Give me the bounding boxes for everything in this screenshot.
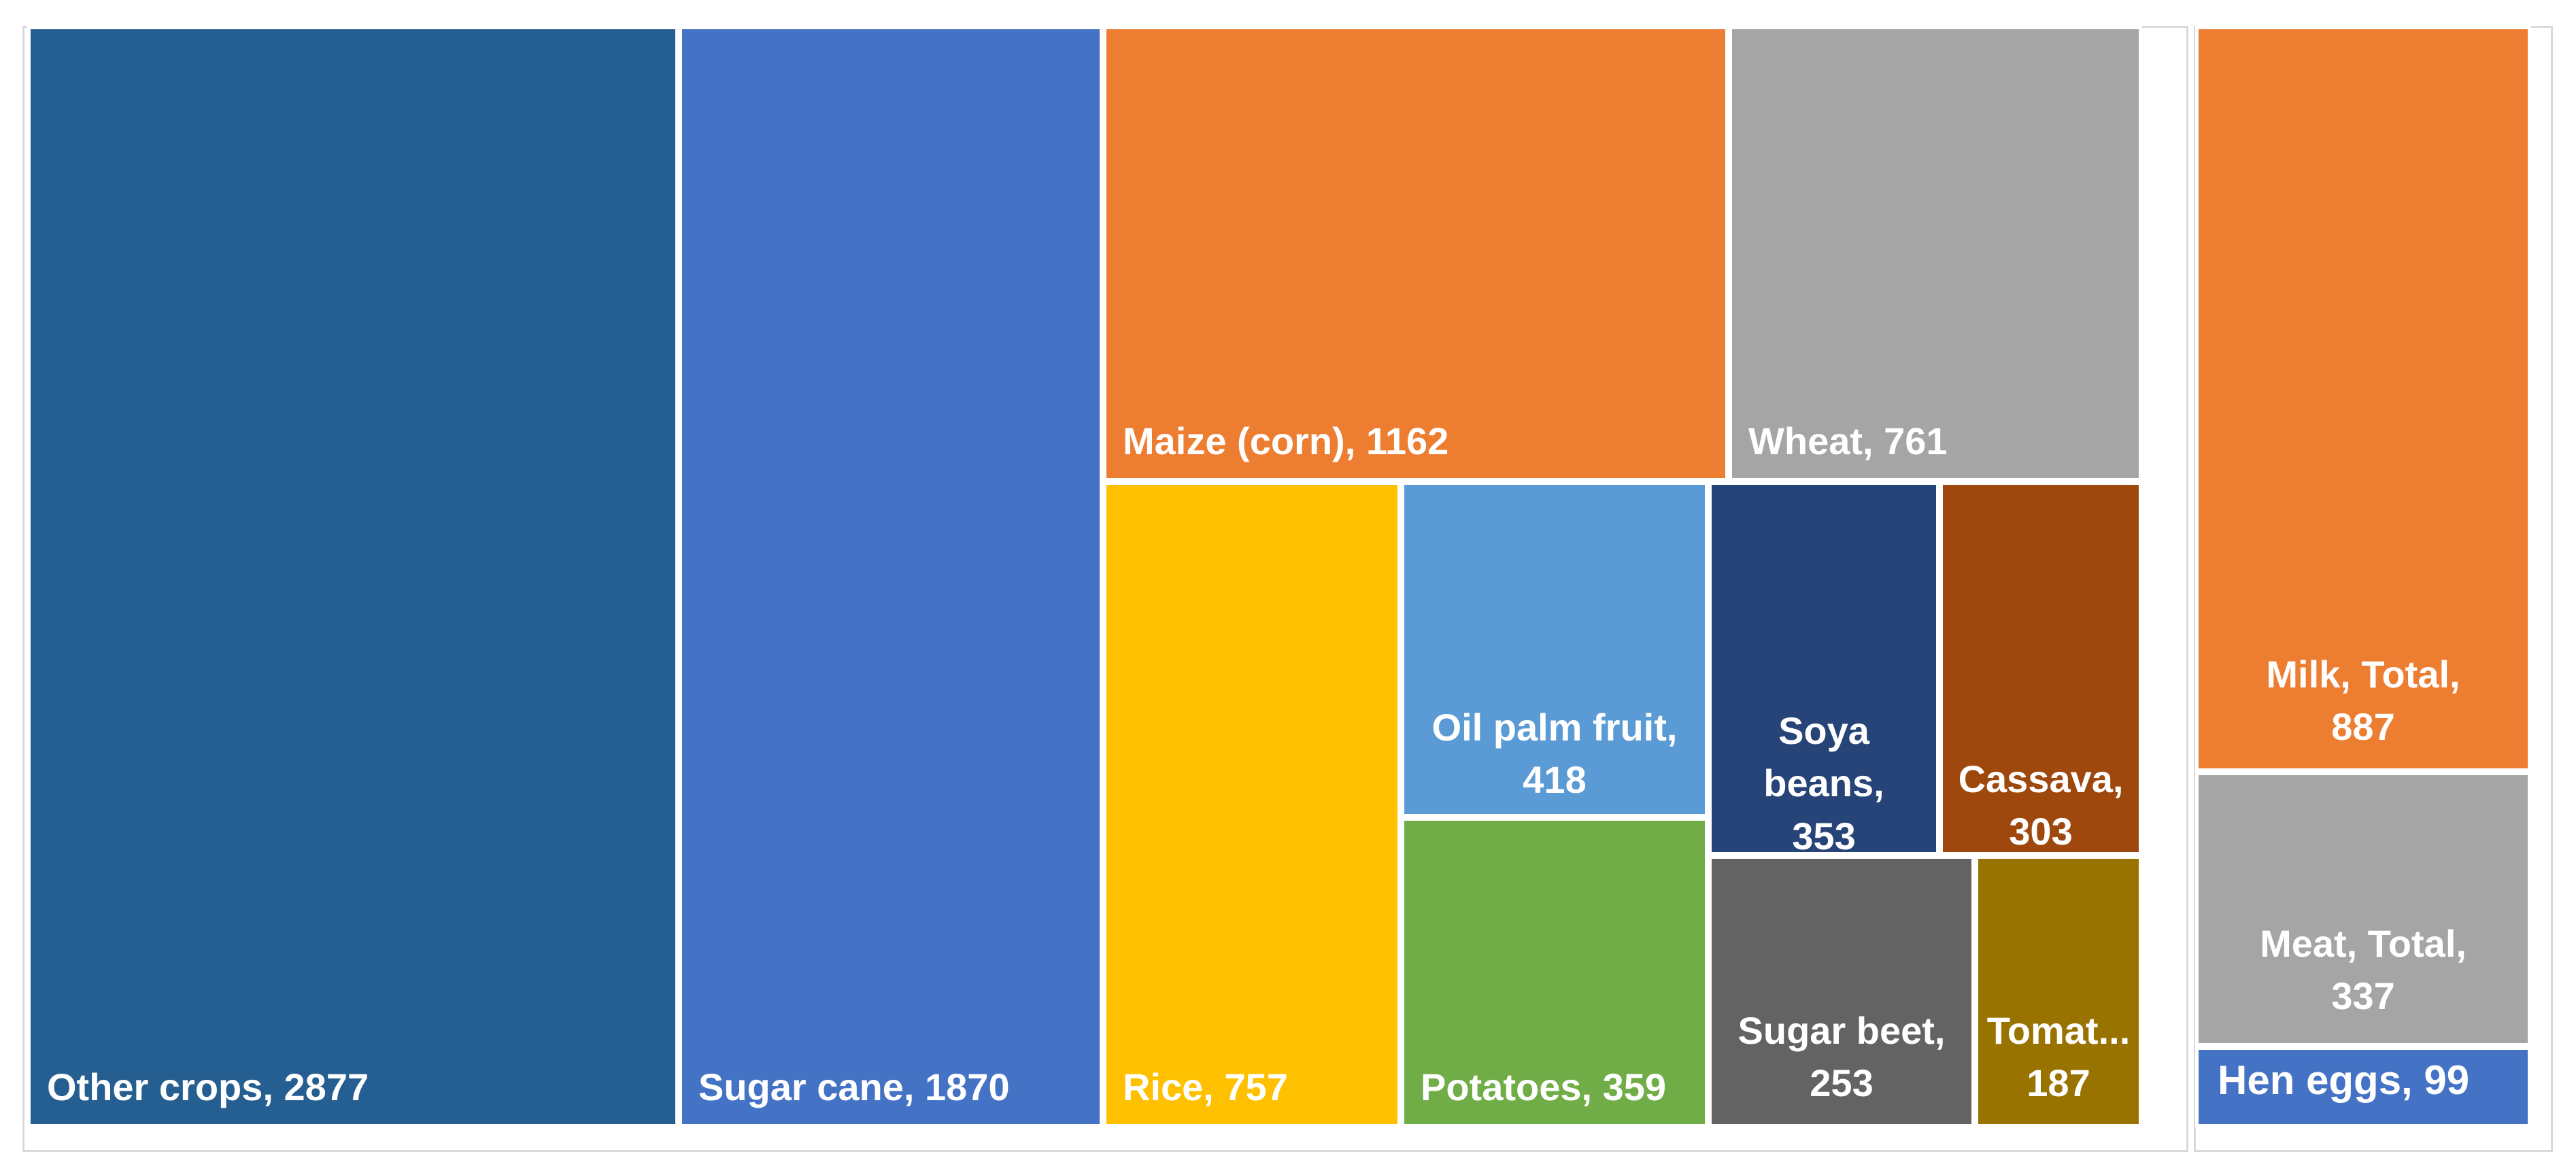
treemap-label-hen-eggs: Hen eggs, 99 xyxy=(2218,1057,2470,1104)
treemap-label-milk-total: Milk, Total, 887 xyxy=(2199,648,2528,753)
treemap-label-rice: Rice, 757 xyxy=(1123,1065,1288,1108)
treemap-label-line: Oil palm fruit, xyxy=(1431,705,1678,749)
treemap-label-wheat: Wheat, 761 xyxy=(1748,419,1948,462)
treemap-tile-sugar-cane[interactable]: Sugar cane, 1870 xyxy=(679,26,1103,1127)
treemap-label-line: 253 xyxy=(1810,1061,1874,1104)
treemap-tile-potatoes[interactable]: Potatoes, 359 xyxy=(1401,817,1708,1127)
treemap-label-meat-total: Meat, Total, 337 xyxy=(2199,917,2528,1023)
treemap-label-line: 887 xyxy=(2331,704,2395,748)
treemap-tile-wheat[interactable]: Wheat, 761 xyxy=(1729,26,2142,481)
livestock-treemap-panel: Milk, Total, 887 Meat, Total, 337 Hen eggs, … xyxy=(2194,26,2553,1152)
treemap-label-soya-beans: Soya beans, 353 xyxy=(1712,704,1936,862)
treemap-label-tomatoes: Tomat... 187 xyxy=(1978,1004,2139,1110)
treemap-label-line: Soya xyxy=(1778,709,1869,753)
treemap-label-line: Cassava, xyxy=(1958,757,2124,800)
treemap-label-line: Sugar beet, xyxy=(1738,1008,1946,1052)
treemap-tile-tomatoes[interactable]: Tomat... 187 xyxy=(1975,855,2142,1127)
treemap-label-line: 187 xyxy=(2027,1061,2090,1104)
treemap-tile-hen-eggs[interactable]: Hen eggs, 99 xyxy=(2195,1046,2531,1127)
treemap-tile-soya-beans[interactable]: Soya beans, 353 xyxy=(1708,481,1939,857)
treemap-tile-rice[interactable]: Rice, 757 xyxy=(1103,481,1401,1127)
treemap-label-line: Tomat... xyxy=(1986,1008,2131,1052)
treemap-tile-meat-total[interactable]: Meat, Total, 337 xyxy=(2195,772,2531,1046)
treemap-label-line: 353 xyxy=(1792,814,1856,857)
treemap-label-cassava: Cassava, 303 xyxy=(1943,753,2139,858)
treemap-label-maize-corn: Maize (corn), 1162 xyxy=(1123,419,1449,462)
treemap-label-potatoes: Potatoes, 359 xyxy=(1421,1065,1667,1108)
treemap-label-other-crops: Other crops, 2877 xyxy=(47,1065,369,1108)
treemap-tile-milk-total[interactable]: Milk, Total, 887 xyxy=(2195,26,2531,772)
treemap-label-oil-palm-fruit: Oil palm fruit, 418 xyxy=(1404,701,1705,806)
treemap-label-sugar-beet: Sugar beet, 253 xyxy=(1712,1004,1971,1110)
treemap-label-line: 303 xyxy=(2009,809,2073,853)
crops-treemap-panel: Other crops, 2877 Sugar cane, 1870 Maize (… xyxy=(22,26,2188,1152)
treemap-label-line: Meat, Total, xyxy=(2260,921,2467,965)
treemap-tile-other-crops[interactable]: Other crops, 2877 xyxy=(27,26,679,1127)
treemap-label-line: 418 xyxy=(1523,757,1587,801)
treemap-label-line: Milk, Total, xyxy=(2266,652,2460,696)
treemap-tile-oil-palm-fruit[interactable]: Oil palm fruit, 418 xyxy=(1401,481,1708,817)
treemap-tile-cassava[interactable]: Cassava, 303 xyxy=(1939,481,2142,855)
treemap-label-line: 337 xyxy=(2331,974,2395,1017)
treemap-label-line: beans, xyxy=(1763,762,1884,805)
treemap-tile-sugar-beet[interactable]: Sugar beet, 253 xyxy=(1708,855,1975,1127)
treemap-label-sugar-cane: Sugar cane, 1870 xyxy=(698,1065,1010,1108)
treemap-tile-maize-corn[interactable]: Maize (corn), 1162 xyxy=(1103,26,1729,481)
